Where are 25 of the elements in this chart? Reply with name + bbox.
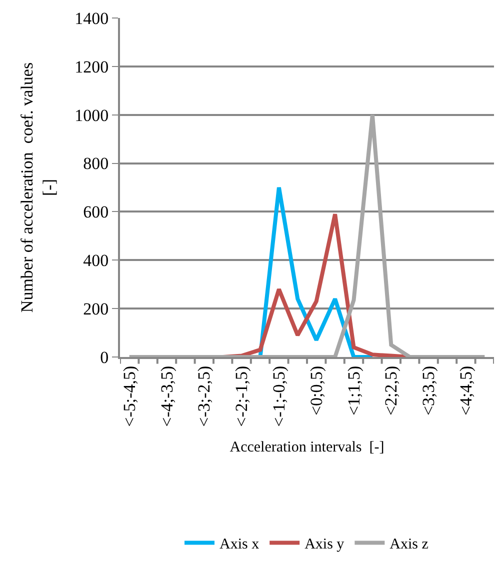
y-tick-label: 1000 (74, 106, 109, 125)
x-tick-label: <2;2,5) (382, 366, 401, 416)
legend-label: Axis z (390, 536, 429, 553)
x-tick-label: <3;3,5) (419, 366, 438, 416)
x-axis-title: Acceleration intervals [-] (230, 439, 384, 456)
x-tick-label: <-4;-3,5) (157, 366, 176, 427)
line-series (258, 186, 374, 357)
legend-label: Axis x (220, 536, 260, 553)
y-tick-label: 0 (100, 348, 109, 367)
y-axis-title: Number of acceleration coef. values [-] (18, 62, 59, 313)
legend-label: Axis y (304, 536, 345, 553)
y-tick-label: 1200 (74, 57, 109, 76)
line-series (127, 112, 487, 357)
y-tick-label: 800 (83, 154, 109, 174)
y-tick-label: 200 (83, 300, 109, 319)
y-tick-label: 400 (83, 251, 109, 270)
x-tick-label: <-1;-0,5) (269, 366, 288, 427)
x-tick-label: <-5;-4,5) (120, 366, 139, 427)
x-tick-label: <0;0,5) (306, 366, 326, 416)
x-tick-label: <-2;-1,5) (232, 366, 252, 427)
y-tick-label: 1400 (74, 8, 109, 28)
x-tick-label: <1;1,5) (344, 366, 364, 416)
x-tick-label: <-3;-2,5) (194, 366, 214, 427)
y-tick-label: 600 (83, 202, 109, 222)
x-tick-label: <4;4,5) (456, 366, 476, 416)
